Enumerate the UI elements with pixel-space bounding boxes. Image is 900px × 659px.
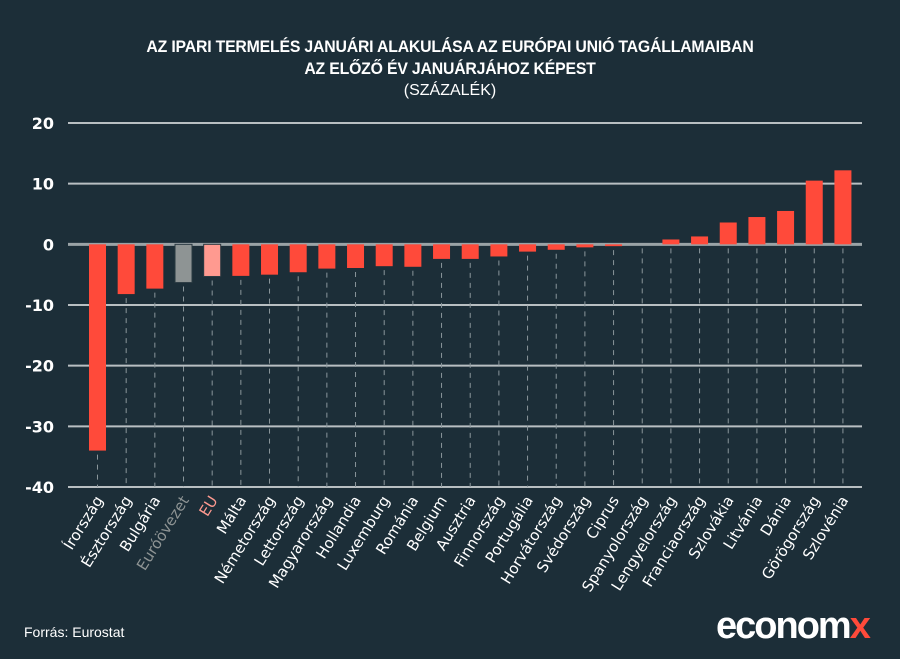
bar-dánia xyxy=(777,210,795,245)
bar-lettország xyxy=(289,244,307,273)
y-tick-label: -10 xyxy=(25,296,54,315)
bar-euróövezet xyxy=(174,243,193,284)
logo-accent-text: x xyxy=(849,605,871,647)
bar-románia xyxy=(404,244,422,267)
bar-magyarország xyxy=(318,244,336,269)
y-tick-label: 0 xyxy=(43,235,54,254)
bar-hollandia xyxy=(347,244,365,268)
bar-litvánia xyxy=(748,217,766,245)
bars xyxy=(89,170,852,451)
y-tick-label: 10 xyxy=(32,175,54,194)
y-axis-ticks: 20 10 0 -10 -20 -30 -40 xyxy=(25,114,54,497)
category-guides xyxy=(97,248,844,487)
bar-görögország xyxy=(805,180,823,245)
bar-szlovénia xyxy=(834,170,852,245)
bar-belgium xyxy=(433,244,451,259)
chart-title-line-2: AZ ELŐZŐ ÉV JANUÁRJÁHOZ KÉPEST xyxy=(304,59,596,78)
y-tick-label: -30 xyxy=(25,417,54,436)
logo-main-text: econom xyxy=(716,605,852,647)
chart-title-line-1: AZ IPARI TERMELÉS JANUÁRI ALAKULÁSA AZ E… xyxy=(146,37,754,56)
bar-ciprus xyxy=(605,244,623,247)
bar-finnország xyxy=(490,244,508,257)
y-tick-label: 20 xyxy=(32,114,54,133)
gridlines xyxy=(68,122,862,488)
bar-észtország xyxy=(117,244,135,295)
bar-portugália xyxy=(519,244,537,252)
y-tick-label: -40 xyxy=(25,478,54,497)
bar-szlovákia xyxy=(719,222,737,245)
y-tick-label: -20 xyxy=(25,357,54,376)
bar-bulgária xyxy=(146,244,164,289)
bar-eu xyxy=(203,243,222,277)
bar-horvátország xyxy=(547,244,565,250)
chart-subtitle: (SZÁZALÉK) xyxy=(403,82,497,99)
x-tick-label: EU xyxy=(195,493,221,520)
source-note: Forrás: Eurostat xyxy=(24,624,125,640)
bar-luxemburg xyxy=(375,244,393,267)
chart-title-block: AZ IPARI TERMELÉS JANUÁRI ALAKULÁSA AZ E… xyxy=(0,36,900,102)
bar-írország xyxy=(89,244,106,451)
bar-franciaország xyxy=(691,236,709,245)
bar-málta xyxy=(232,244,250,276)
bar-németország xyxy=(261,244,279,275)
bar-ausztria xyxy=(461,244,479,259)
economx-logo: economx xyxy=(716,605,871,647)
bar-svédország xyxy=(576,244,594,248)
bar-lengyelország xyxy=(662,239,680,245)
